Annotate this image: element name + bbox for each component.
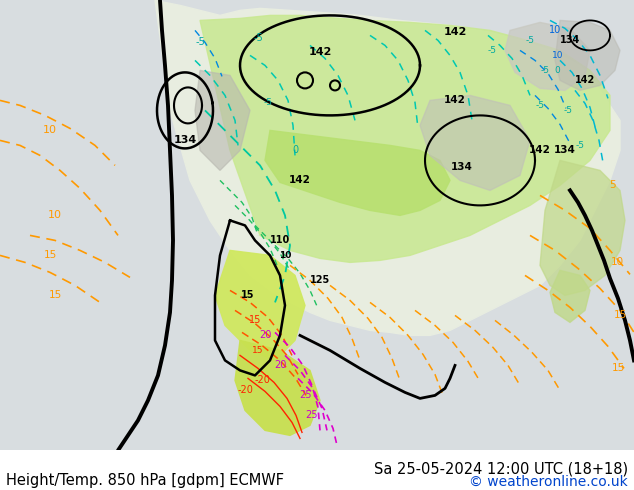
- Text: 25: 25: [306, 411, 318, 420]
- Text: 5: 5: [609, 180, 616, 191]
- Text: 15: 15: [242, 291, 255, 300]
- Polygon shape: [0, 0, 634, 450]
- Polygon shape: [0, 0, 180, 450]
- Text: 134: 134: [451, 162, 473, 172]
- Text: -5: -5: [526, 36, 534, 45]
- Polygon shape: [420, 96, 530, 191]
- Text: 142: 142: [575, 75, 595, 85]
- Text: 15: 15: [611, 364, 624, 373]
- Polygon shape: [195, 71, 250, 171]
- Text: 10: 10: [552, 51, 564, 60]
- Text: 20: 20: [259, 330, 271, 341]
- Polygon shape: [235, 341, 320, 436]
- Polygon shape: [505, 23, 590, 90]
- Polygon shape: [200, 15, 610, 263]
- Text: 134: 134: [560, 35, 580, 46]
- Text: Sa 25-05-2024 12:00 UTC (18+18): Sa 25-05-2024 12:00 UTC (18+18): [373, 461, 628, 476]
- Text: 10: 10: [279, 251, 291, 260]
- Text: -5: -5: [541, 66, 550, 75]
- Text: 10: 10: [611, 257, 624, 268]
- Text: 0: 0: [292, 146, 298, 155]
- Text: -5: -5: [264, 98, 273, 107]
- Text: 142: 142: [443, 27, 467, 37]
- Text: 142: 142: [289, 175, 311, 185]
- Polygon shape: [540, 160, 625, 295]
- Text: 15: 15: [613, 310, 626, 320]
- Polygon shape: [265, 130, 450, 216]
- Text: Height/Temp. 850 hPa [gdpm] ECMWF: Height/Temp. 850 hPa [gdpm] ECMWF: [6, 472, 284, 488]
- Text: 15: 15: [48, 291, 61, 300]
- Text: 0: 0: [554, 66, 560, 75]
- Text: 142: 142: [444, 96, 466, 105]
- Text: -5: -5: [536, 101, 545, 110]
- Text: 142: 142: [308, 48, 332, 57]
- Polygon shape: [550, 270, 590, 322]
- Text: 15: 15: [249, 316, 261, 325]
- Text: -5: -5: [576, 141, 585, 150]
- Polygon shape: [555, 21, 620, 90]
- Text: 110: 110: [270, 235, 290, 245]
- Text: -20: -20: [254, 375, 270, 386]
- Text: 134: 134: [554, 146, 576, 155]
- Text: 15: 15: [43, 250, 56, 260]
- Polygon shape: [155, 0, 620, 335]
- Text: 125: 125: [310, 275, 330, 285]
- Polygon shape: [215, 250, 305, 361]
- Text: 15: 15: [252, 346, 264, 355]
- Text: 10: 10: [43, 125, 57, 135]
- Text: -5: -5: [195, 37, 205, 48]
- Text: 20: 20: [274, 361, 286, 370]
- Text: © weatheronline.co.uk: © weatheronline.co.uk: [469, 475, 628, 489]
- Text: 25: 25: [299, 391, 311, 400]
- Text: 142: 142: [529, 146, 551, 155]
- Text: -20: -20: [237, 386, 253, 395]
- Text: -5: -5: [488, 46, 496, 55]
- Text: -5: -5: [564, 106, 573, 115]
- Text: 10: 10: [549, 25, 561, 35]
- Text: 10: 10: [48, 210, 62, 221]
- Text: 134: 134: [173, 135, 197, 146]
- Text: -5: -5: [253, 33, 263, 44]
